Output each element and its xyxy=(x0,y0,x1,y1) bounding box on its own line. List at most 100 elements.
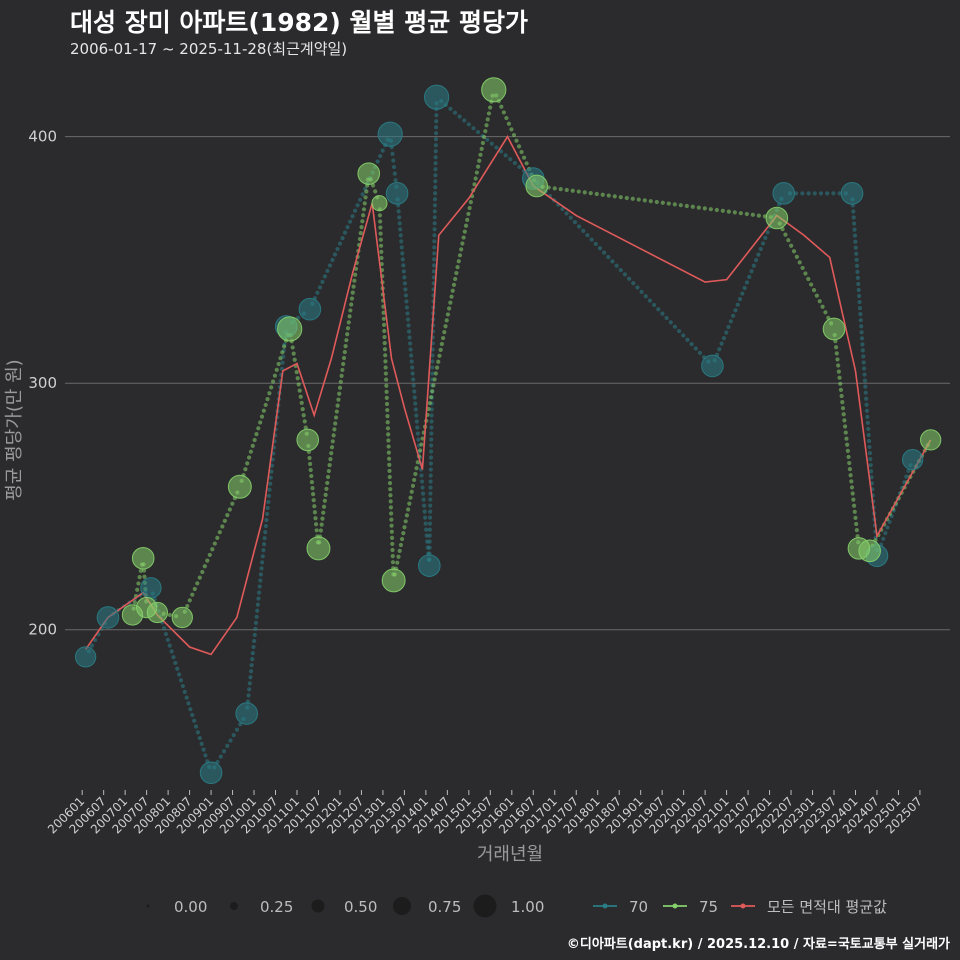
connector-dot xyxy=(335,403,340,408)
connector-dot xyxy=(594,191,599,197)
connector-dot xyxy=(180,683,185,689)
connector-dot xyxy=(234,727,240,732)
data-point-70 xyxy=(772,182,796,205)
connector-dot xyxy=(448,300,453,305)
connector-dot xyxy=(635,285,640,290)
connector-dot xyxy=(93,637,98,643)
connector-dot xyxy=(317,285,323,290)
connector-dot xyxy=(308,461,313,467)
connector-dot xyxy=(433,185,438,190)
connector-dot xyxy=(313,516,318,521)
connector-dot xyxy=(866,426,871,432)
connector-dot xyxy=(402,275,407,280)
connector-dot xyxy=(258,420,263,425)
connector-dot xyxy=(428,479,433,484)
connector-dot xyxy=(201,747,206,752)
connector-dot xyxy=(263,530,268,535)
connector-dot xyxy=(163,631,169,637)
connector-dot xyxy=(266,499,271,504)
connector-dot xyxy=(702,206,707,211)
data-point-75 xyxy=(822,317,846,341)
connector-dot xyxy=(433,131,439,136)
connector-dot xyxy=(851,215,856,220)
connector-dot xyxy=(451,282,457,287)
connector-dot xyxy=(333,421,338,426)
connector-dot xyxy=(859,336,865,341)
connector-dot xyxy=(419,442,424,447)
connector-dot xyxy=(321,504,327,509)
connector-dot xyxy=(248,669,254,674)
connector-dot xyxy=(855,275,860,281)
connector-dot xyxy=(747,274,752,279)
connector-dot xyxy=(454,270,459,276)
connector-dot xyxy=(593,241,598,247)
connector-dot xyxy=(672,202,677,207)
connector-dot xyxy=(420,491,426,496)
connector-dot xyxy=(207,552,212,558)
connector-dot xyxy=(462,118,467,123)
connector-dot xyxy=(664,315,669,321)
connector-dot xyxy=(135,587,140,592)
connector-dot xyxy=(360,192,365,197)
connector-dot xyxy=(315,290,320,295)
connector-dot xyxy=(382,334,387,340)
connector-dot xyxy=(480,140,485,146)
connector-dot xyxy=(860,342,865,347)
connector-dot xyxy=(902,480,907,485)
connector-dot xyxy=(427,545,432,550)
connector-dot xyxy=(383,371,388,376)
connector-dot xyxy=(392,171,397,176)
connector-dot xyxy=(854,521,859,527)
connector-dot xyxy=(303,425,308,430)
legend-key-dot xyxy=(672,903,678,909)
connector-dot xyxy=(336,397,341,402)
connector-dot xyxy=(386,444,391,449)
connector-dot xyxy=(429,413,434,418)
connector-dot xyxy=(714,207,719,213)
connector-dot xyxy=(904,474,909,479)
connector-dot xyxy=(883,531,888,536)
connector-dot xyxy=(337,385,343,390)
connector-dot xyxy=(432,209,437,214)
connector-dot xyxy=(378,243,384,248)
connector-dot xyxy=(484,123,489,128)
connector-dot xyxy=(409,489,414,494)
connector-dot xyxy=(184,695,189,700)
connector-dot xyxy=(606,193,611,198)
connector-dot xyxy=(421,497,426,502)
connector-dot xyxy=(511,132,517,138)
connector-dot xyxy=(823,310,828,315)
data-point-75 xyxy=(306,536,331,561)
connector-dot xyxy=(259,414,265,419)
legend: 0.00 0.25 0.50 0.75 1.00 70 75 모든 면적대 평균값 xyxy=(146,894,887,918)
connector-dot xyxy=(857,293,862,299)
connector-dot xyxy=(298,394,303,399)
connector-dot xyxy=(381,322,387,327)
legend-key-dot xyxy=(602,903,608,909)
connector-dot xyxy=(512,160,517,166)
connector-dot xyxy=(385,426,391,431)
connector-dot xyxy=(408,347,413,352)
connector-dot xyxy=(378,225,383,230)
connector-dot xyxy=(765,230,770,235)
connector-dot xyxy=(600,192,605,197)
connector-dot xyxy=(731,313,736,318)
connector-dot xyxy=(248,675,253,680)
connector-dot xyxy=(251,644,256,650)
connector-dot xyxy=(794,254,799,259)
connector-dot xyxy=(332,427,337,432)
connector-dot xyxy=(310,486,315,491)
connector-dot xyxy=(263,402,268,408)
connector-dot xyxy=(401,263,406,268)
connector-dot xyxy=(568,215,573,220)
connector-dot xyxy=(434,119,439,124)
connector-dot xyxy=(378,153,383,159)
connector-dot xyxy=(863,390,868,395)
connector-dot xyxy=(322,274,328,279)
connector-dot xyxy=(309,479,315,485)
connector-dot xyxy=(137,575,142,580)
connector-dot xyxy=(405,317,411,322)
connector-dot xyxy=(430,389,435,394)
connector-dot xyxy=(407,335,412,340)
connector-dot xyxy=(339,373,344,378)
